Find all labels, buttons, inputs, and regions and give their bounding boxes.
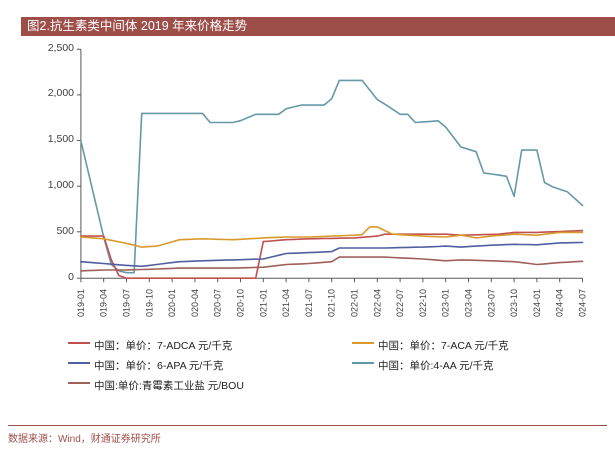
svg-text:021-01: 021-01	[258, 289, 268, 317]
svg-text:020-07: 020-07	[213, 289, 223, 317]
svg-text:020-04: 020-04	[190, 289, 200, 317]
svg-text:024-04: 024-04	[555, 289, 565, 317]
svg-text:021-07: 021-07	[304, 289, 314, 317]
svg-text:022-07: 022-07	[395, 289, 405, 317]
svg-text:023-04: 023-04	[464, 289, 474, 317]
svg-text:023-10: 023-10	[509, 289, 519, 317]
svg-text:022-01: 022-01	[350, 289, 360, 317]
svg-text:021-10: 021-10	[327, 289, 337, 317]
svg-text:022-04: 022-04	[372, 289, 382, 317]
svg-text:019-01: 019-01	[76, 289, 86, 317]
svg-text:024-07: 024-07	[578, 289, 588, 317]
svg-text:020-01: 020-01	[167, 289, 177, 317]
svg-text:022-10: 022-10	[418, 289, 428, 317]
svg-text:021-04: 021-04	[281, 289, 291, 317]
svg-text:019-04: 019-04	[99, 289, 109, 317]
svg-text:019-10: 019-10	[144, 289, 154, 317]
svg-text:020-10: 020-10	[236, 289, 246, 317]
svg-text:024-01: 024-01	[532, 289, 542, 317]
svg-text:023-01: 023-01	[441, 289, 451, 317]
svg-text:019-07: 019-07	[122, 289, 132, 317]
svg-text:023-07: 023-07	[486, 289, 496, 317]
